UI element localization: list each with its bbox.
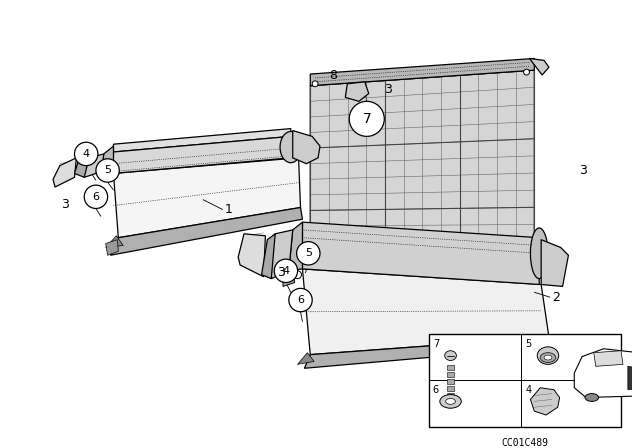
Polygon shape [289, 222, 303, 271]
Bar [447, 372, 454, 377]
Polygon shape [262, 234, 275, 279]
Ellipse shape [531, 228, 548, 279]
Ellipse shape [440, 395, 461, 408]
Polygon shape [531, 388, 559, 415]
Polygon shape [268, 230, 292, 279]
Ellipse shape [537, 347, 559, 364]
Text: 1: 1 [225, 203, 232, 216]
Polygon shape [298, 353, 314, 364]
Ellipse shape [540, 353, 556, 362]
Polygon shape [283, 269, 294, 286]
Bar [447, 392, 454, 397]
Polygon shape [113, 129, 291, 152]
Text: 5: 5 [525, 339, 532, 349]
Text: 3: 3 [277, 266, 285, 279]
Polygon shape [310, 58, 534, 86]
Text: 4: 4 [282, 266, 289, 276]
Text: 3: 3 [384, 83, 392, 96]
Text: 7: 7 [362, 112, 371, 126]
Circle shape [312, 81, 318, 87]
Circle shape [349, 101, 384, 136]
Circle shape [289, 289, 312, 312]
Ellipse shape [585, 394, 598, 401]
Text: CC01C489: CC01C489 [501, 439, 548, 448]
Polygon shape [74, 158, 89, 177]
Circle shape [84, 185, 108, 208]
Polygon shape [106, 240, 118, 255]
Circle shape [294, 271, 301, 279]
Circle shape [524, 69, 529, 75]
Text: 6: 6 [297, 295, 304, 305]
Polygon shape [106, 236, 124, 247]
Polygon shape [113, 158, 301, 238]
Polygon shape [541, 240, 568, 286]
Polygon shape [303, 269, 549, 355]
Text: 2: 2 [552, 291, 560, 304]
Ellipse shape [544, 355, 552, 360]
Ellipse shape [445, 351, 456, 361]
Bar [447, 386, 454, 391]
Polygon shape [305, 337, 551, 368]
Text: 4: 4 [525, 385, 532, 395]
Ellipse shape [445, 398, 456, 404]
Polygon shape [292, 130, 320, 164]
Polygon shape [574, 349, 640, 397]
Polygon shape [238, 234, 266, 277]
Circle shape [296, 241, 320, 265]
Circle shape [74, 142, 98, 166]
Circle shape [96, 159, 119, 182]
Bar [447, 365, 454, 370]
Text: 6: 6 [433, 385, 439, 395]
Text: 3: 3 [61, 198, 68, 211]
Ellipse shape [280, 132, 301, 163]
Text: 5: 5 [305, 248, 312, 258]
Polygon shape [303, 222, 540, 284]
Ellipse shape [637, 394, 640, 401]
Polygon shape [113, 136, 291, 173]
Text: 3: 3 [579, 164, 587, 177]
Polygon shape [628, 366, 640, 390]
Text: 5: 5 [104, 165, 111, 176]
Polygon shape [79, 154, 104, 177]
Circle shape [274, 259, 298, 283]
Polygon shape [346, 82, 369, 101]
Polygon shape [310, 70, 534, 241]
Polygon shape [594, 351, 623, 366]
Text: 4: 4 [83, 149, 90, 159]
Bar [429, 334, 621, 426]
Polygon shape [102, 146, 113, 173]
Text: 6: 6 [92, 192, 99, 202]
Text: 7: 7 [433, 339, 439, 349]
Polygon shape [529, 58, 549, 75]
Polygon shape [111, 207, 303, 255]
Polygon shape [53, 158, 76, 187]
Text: 8: 8 [330, 69, 337, 82]
Bar [447, 379, 454, 384]
